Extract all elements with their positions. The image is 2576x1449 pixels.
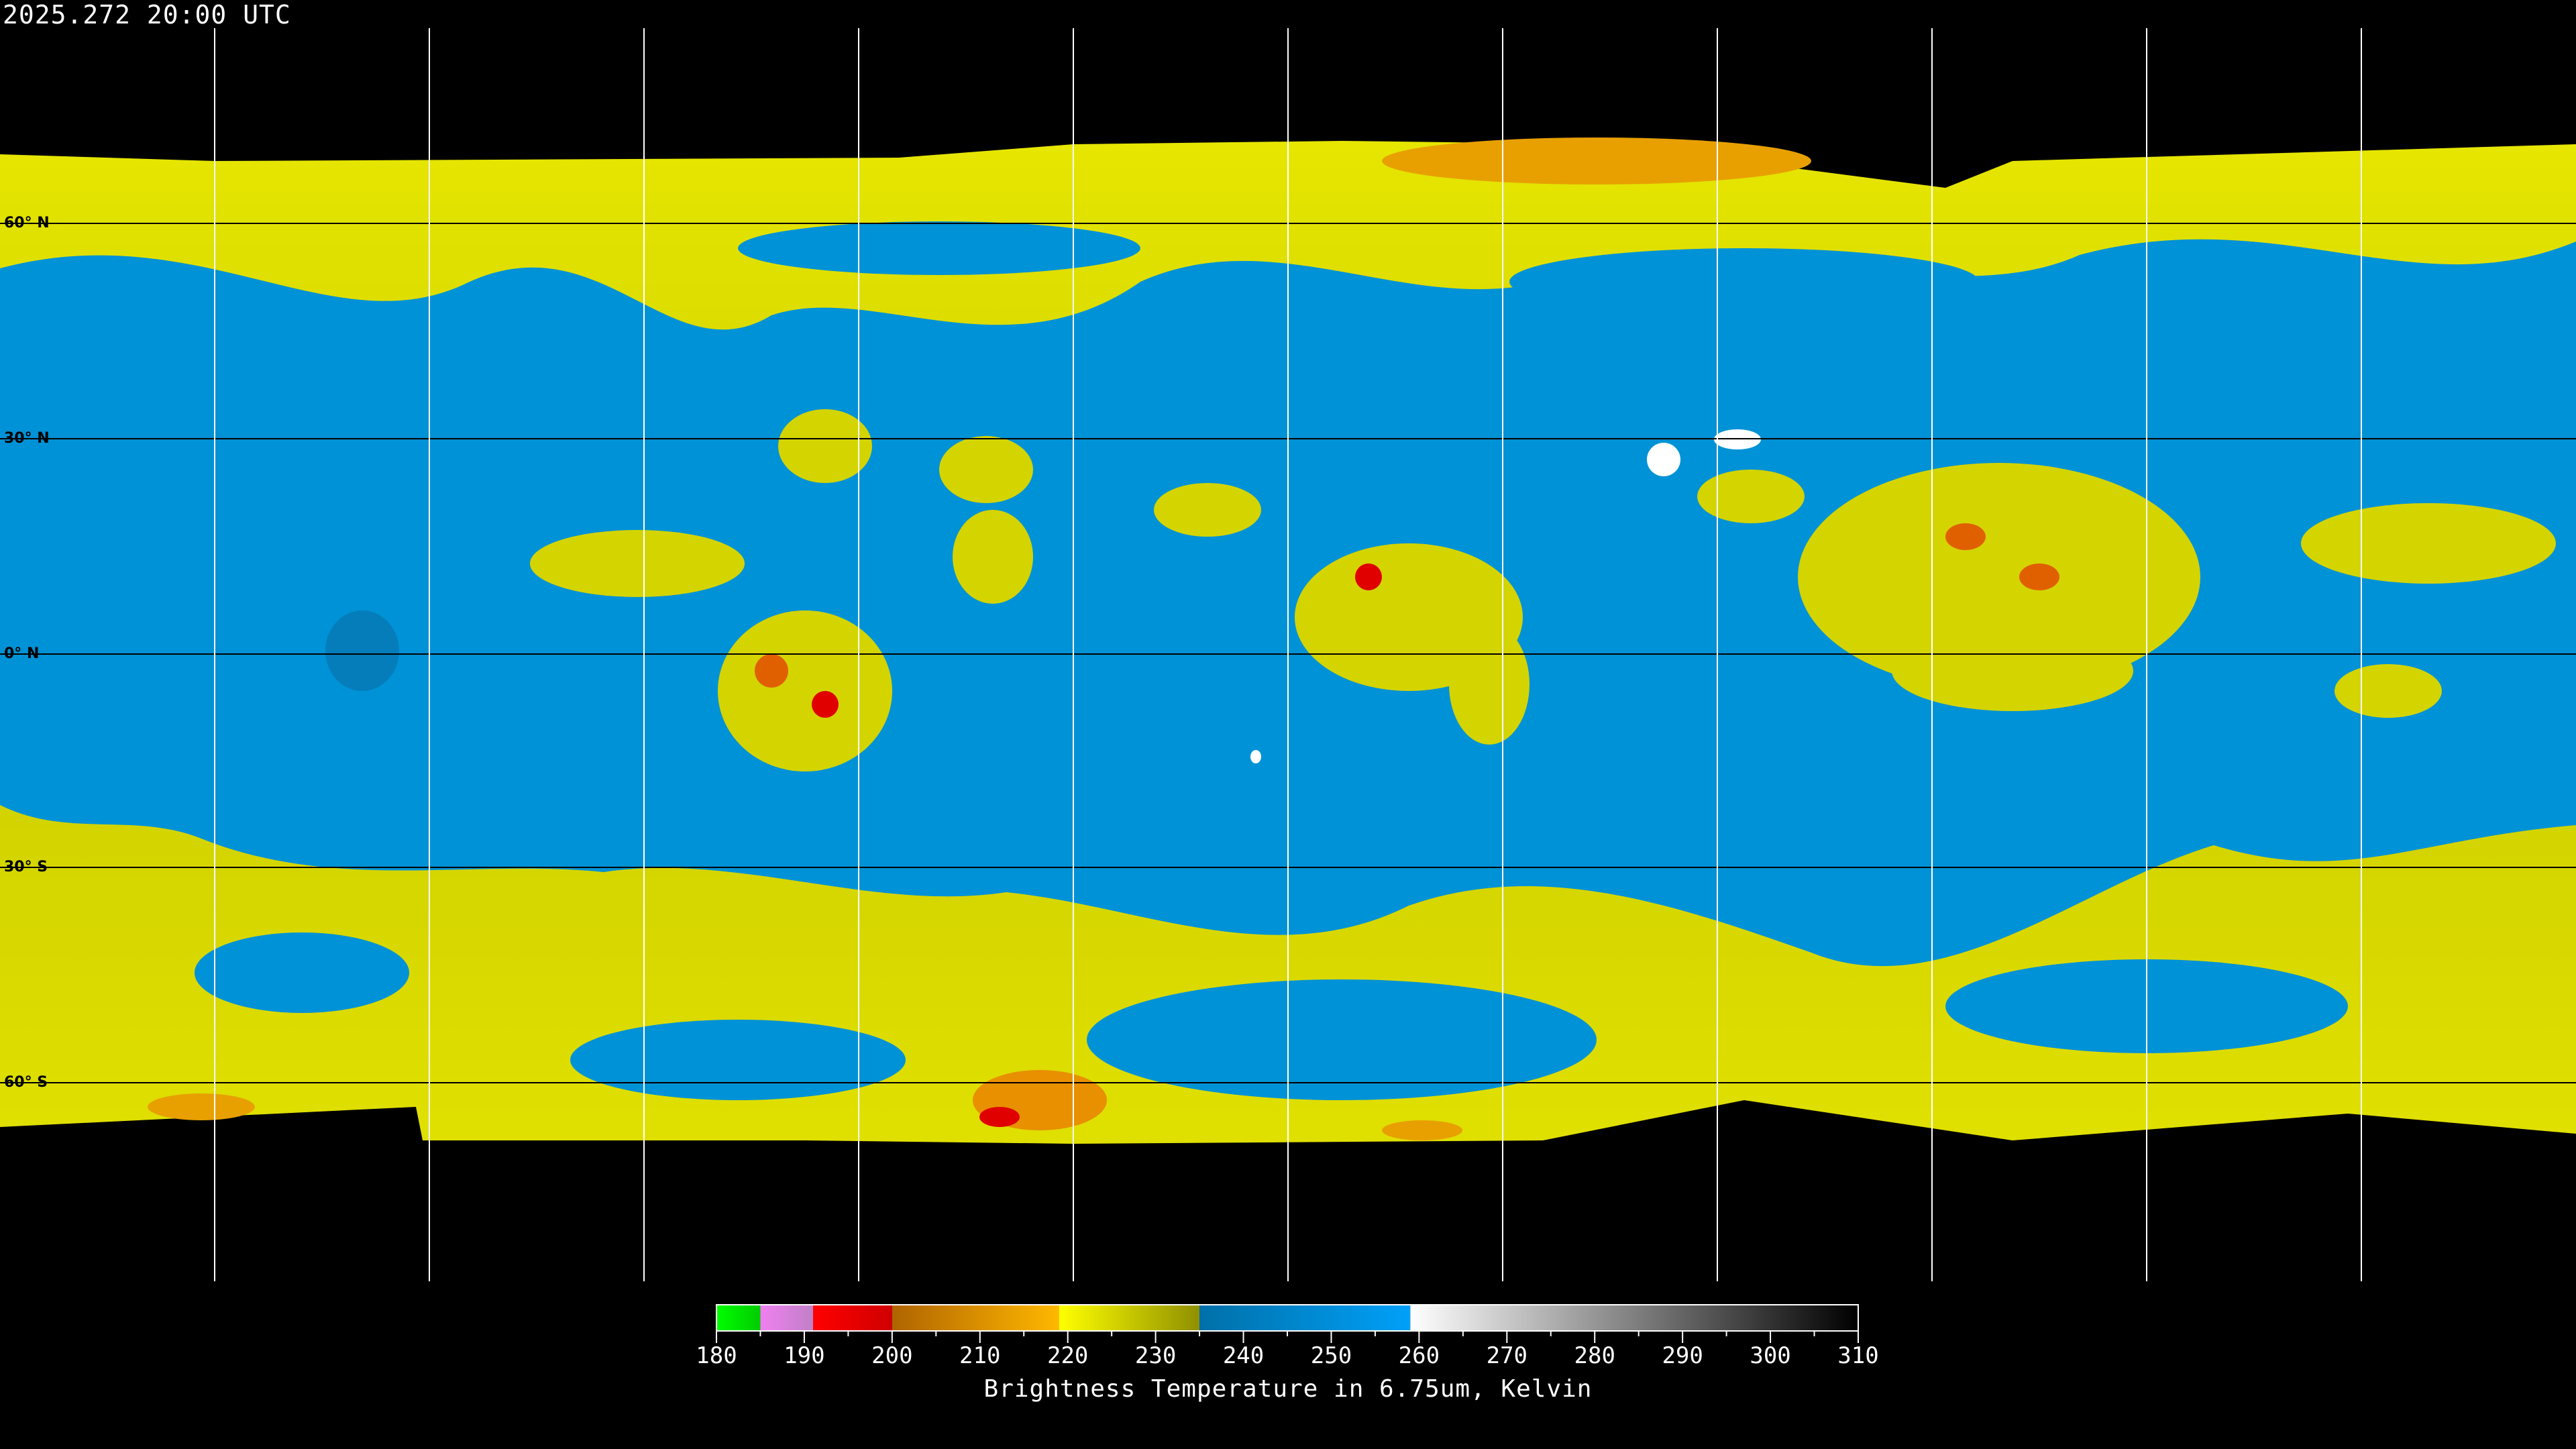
timestamp: 2025.272 20:00 UTC <box>3 0 291 30</box>
colorbar-tick-label: 290 <box>1662 1342 1703 1369</box>
colorbar-title: Brightness Temperature in 6.75um, Kelvin <box>983 1375 1593 1403</box>
lat-label-60n: 60° N <box>4 215 50 231</box>
colorbar-segment <box>1059 1305 1200 1331</box>
water-vapor-map <box>0 28 2576 1281</box>
graticule <box>0 28 2576 1281</box>
colorbar-tick-label: 200 <box>871 1342 912 1369</box>
colorbar-tick-label: 230 <box>1135 1342 1176 1369</box>
lat-label-60s: 60° S <box>4 1074 48 1091</box>
colorbar-tick-label: 210 <box>959 1342 1000 1369</box>
colorbar-tick-label: 260 <box>1399 1342 1440 1369</box>
colorbar-tick-label: 220 <box>1047 1342 1088 1369</box>
lat-label-30n: 30° N <box>4 430 50 447</box>
colorbar-tick-label: 300 <box>1750 1342 1790 1369</box>
colorbar-segment <box>813 1305 892 1331</box>
colorbar-tick-label: 190 <box>784 1342 824 1369</box>
colorbar-tick-label: 280 <box>1574 1342 1615 1369</box>
colorbar-segment <box>1410 1305 1858 1331</box>
colorbar-segment <box>760 1305 814 1331</box>
colorbar-tick-label: 310 <box>1837 1342 1878 1369</box>
colorbar-segment <box>716 1305 761 1331</box>
colorbar-tick-label: 250 <box>1311 1342 1352 1369</box>
colorbar-segment <box>892 1305 1059 1331</box>
colorbar-tick-label: 180 <box>696 1342 737 1369</box>
lat-label-0n: 0° N <box>4 645 40 662</box>
colorbar-tick-label: 270 <box>1487 1342 1527 1369</box>
lat-label-30s: 30° S <box>4 859 48 875</box>
colorbar-segment <box>1199 1305 1411 1331</box>
colorbar-tick-label: 240 <box>1223 1342 1264 1369</box>
imagery-dry-spot <box>325 610 399 691</box>
